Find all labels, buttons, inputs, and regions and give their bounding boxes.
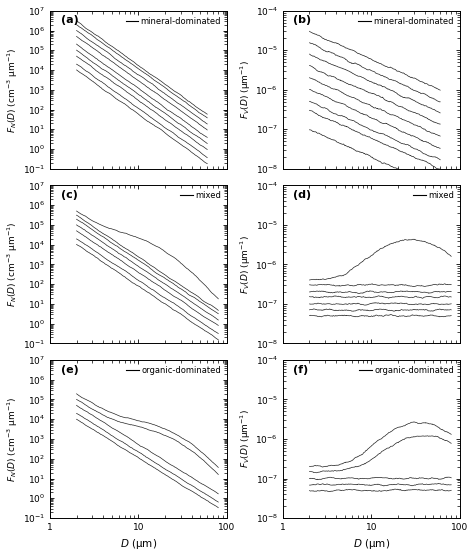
X-axis label: $D$ (μm): $D$ (μm)	[353, 538, 390, 551]
Text: (b): (b)	[293, 16, 311, 26]
Text: (c): (c)	[61, 190, 77, 200]
Legend: mixed: mixed	[179, 189, 223, 202]
Text: (a): (a)	[61, 16, 78, 26]
Y-axis label: $F_V(D)$ (μm$^{-1}$): $F_V(D)$ (μm$^{-1}$)	[238, 60, 253, 119]
Text: (f): (f)	[293, 365, 309, 375]
X-axis label: $D$ (μm): $D$ (μm)	[120, 538, 157, 551]
Y-axis label: $F_V(D)$ (μm$^{-1}$): $F_V(D)$ (μm$^{-1}$)	[238, 409, 253, 468]
Legend: organic-dominated: organic-dominated	[357, 364, 456, 377]
Y-axis label: $F_V(D)$ (μm$^{-1}$): $F_V(D)$ (μm$^{-1}$)	[238, 235, 253, 294]
Text: (e): (e)	[61, 365, 78, 375]
Y-axis label: $F_N(D)$ (cm$^{-3}$ μm$^{-1}$): $F_N(D)$ (cm$^{-3}$ μm$^{-1}$)	[6, 396, 20, 482]
Legend: mineral-dominated: mineral-dominated	[357, 15, 456, 27]
Y-axis label: $F_N(D)$ (cm$^{-3}$ μm$^{-1}$): $F_N(D)$ (cm$^{-3}$ μm$^{-1}$)	[6, 222, 20, 307]
Y-axis label: $F_N(D)$ (cm$^{-3}$ μm$^{-1}$): $F_N(D)$ (cm$^{-3}$ μm$^{-1}$)	[6, 47, 20, 133]
Legend: organic-dominated: organic-dominated	[125, 364, 223, 377]
Legend: mixed: mixed	[411, 189, 456, 202]
Text: (d): (d)	[293, 190, 311, 200]
Legend: mineral-dominated: mineral-dominated	[124, 15, 223, 27]
